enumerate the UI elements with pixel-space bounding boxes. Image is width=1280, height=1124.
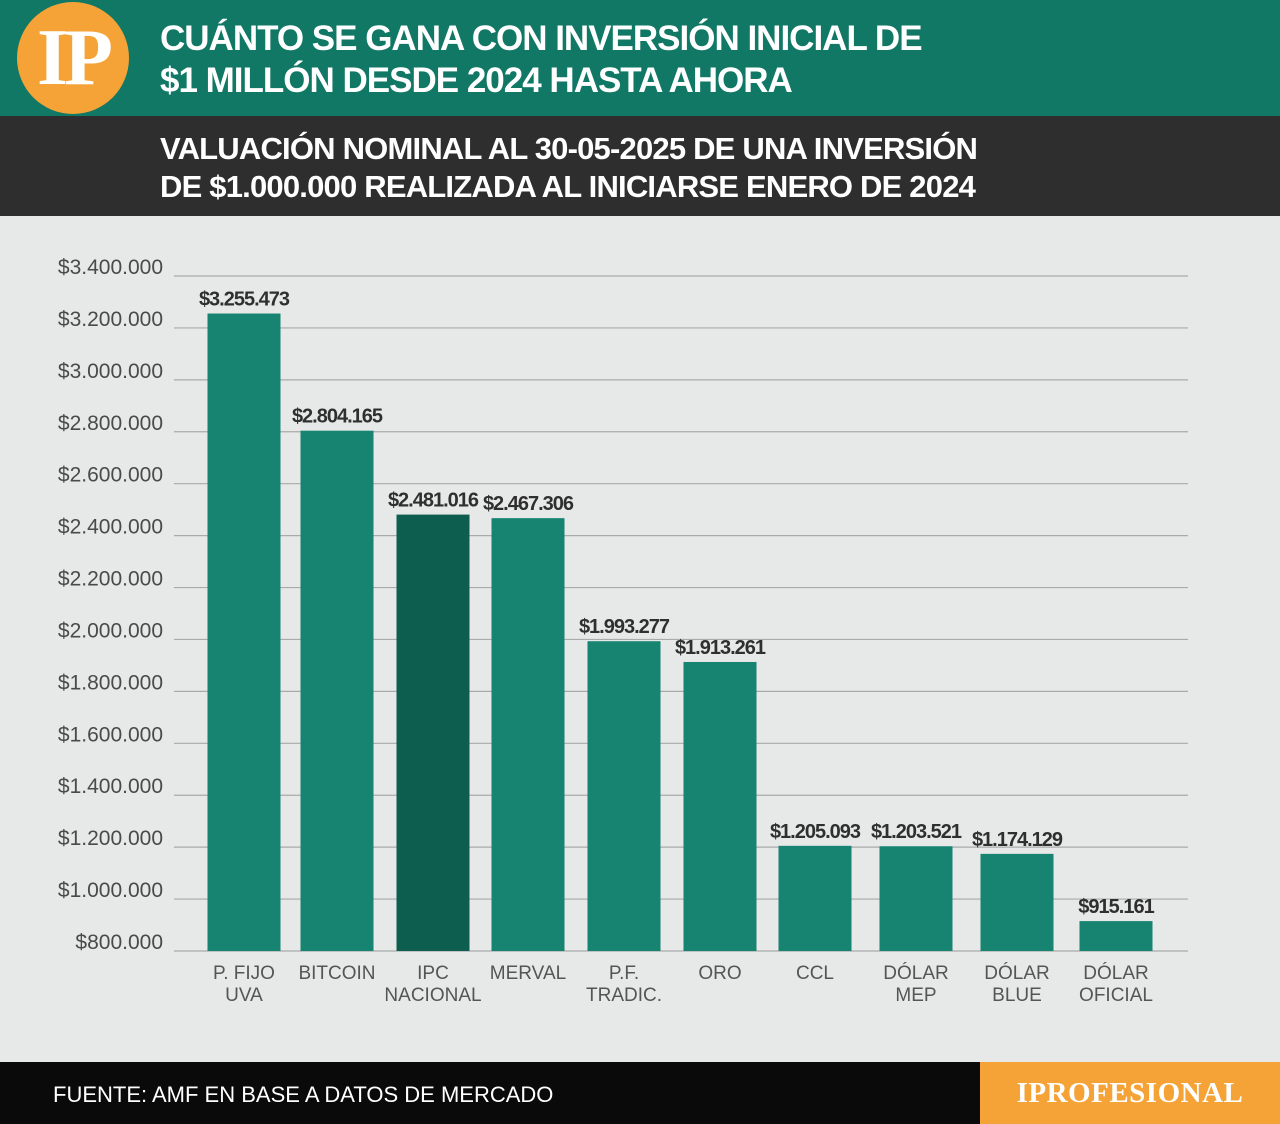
x-tick-label: BLUE xyxy=(992,985,1042,1006)
data-label: $2.467.306 xyxy=(483,493,574,515)
y-tick-label: $3.000.000 xyxy=(58,360,163,383)
data-label: $2.481.016 xyxy=(388,490,479,512)
x-tick-label: ORO xyxy=(698,963,741,984)
x-tick-label: DÓLAR xyxy=(1083,962,1148,984)
data-label: $1.993.277 xyxy=(579,616,670,638)
bar xyxy=(207,313,281,951)
data-label: $1.203.521 xyxy=(871,821,962,843)
data-label: $1.913.261 xyxy=(675,637,766,659)
y-tick-label: $3.400.000 xyxy=(58,256,163,279)
bar xyxy=(980,853,1054,951)
x-tick-label: TRADIC. xyxy=(586,985,662,1006)
x-tick-label: NACIONAL xyxy=(384,985,481,1006)
bar xyxy=(879,846,953,951)
bar xyxy=(396,514,470,951)
chart-subtitle: VALUACIÓN NOMINAL AL 30-05-2025 DE UNA I… xyxy=(160,130,1240,206)
y-tick-label: $2.200.000 xyxy=(58,568,163,591)
y-tick-label: $800.000 xyxy=(75,931,163,954)
x-tick-label: P. FIJO xyxy=(213,963,275,984)
x-tick-label: BITCOIN xyxy=(298,963,375,984)
x-tick-label: DÓLAR xyxy=(984,962,1049,984)
bar xyxy=(778,845,852,951)
bar xyxy=(300,430,374,951)
bar xyxy=(587,641,661,951)
header-bar: IP CUÁNTO SE GANA CON INVERSIÓN INICIAL … xyxy=(0,0,1280,116)
x-tick-label: P.F. xyxy=(609,963,639,984)
subtitle-bar: VALUACIÓN NOMINAL AL 30-05-2025 DE UNA I… xyxy=(0,116,1280,216)
x-tick-label: CCL xyxy=(796,963,834,984)
x-tick-label: IPC xyxy=(417,963,449,984)
x-tick-label: MEP xyxy=(895,985,936,1006)
footer-bar: FUENTE: AMF EN BASE A DATOS DE MERCADO I… xyxy=(0,1062,1280,1124)
y-tick-label: $2.800.000 xyxy=(58,412,163,435)
data-label: $1.205.093 xyxy=(770,821,861,843)
y-tick-label: $2.000.000 xyxy=(58,619,163,642)
source-note: FUENTE: AMF EN BASE A DATOS DE MERCADO xyxy=(53,1082,554,1107)
brand-logo: IPROFESIONAL xyxy=(980,1062,1280,1124)
title-line-1: CUÁNTO SE GANA CON INVERSIÓN INICIAL DE xyxy=(160,19,923,58)
ip-logo: IP xyxy=(17,2,129,114)
bar xyxy=(683,661,757,951)
y-tick-label: $1.200.000 xyxy=(58,827,163,850)
x-tick-label: OFICIAL xyxy=(1079,985,1153,1006)
y-tick-label: $3.200.000 xyxy=(58,308,163,331)
data-label: $3.255.473 xyxy=(199,289,290,311)
bar xyxy=(491,518,565,951)
x-tick-label: MERVAL xyxy=(490,963,566,984)
data-label: $2.804.165 xyxy=(292,406,383,428)
data-label: $915.161 xyxy=(1078,896,1154,918)
bar-chart: $800.000 $1.000.000 $1.200.000 $1.400.000 $1… xyxy=(0,216,1280,1062)
y-tick-label: $1.000.000 xyxy=(58,879,163,902)
subtitle-line-2: DE $1.000.000 REALIZADA AL INICIARSE ENE… xyxy=(160,169,976,204)
y-tick-label: $1.600.000 xyxy=(58,723,163,746)
data-label: $1.174.129 xyxy=(972,829,1063,851)
chart-svg: $800.000 $1.000.000 $1.200.000 $1.400.000 $1… xyxy=(58,256,1188,1006)
page-title: CUÁNTO SE GANA CON INVERSIÓN INICIAL DE … xyxy=(160,18,1240,102)
bar xyxy=(1079,921,1153,951)
y-tick-label: $2.400.000 xyxy=(58,516,163,539)
y-tick-label: $1.400.000 xyxy=(58,775,163,798)
x-tick-label: DÓLAR xyxy=(883,962,948,984)
y-tick-label: $2.600.000 xyxy=(58,464,163,487)
title-line-2: $1 MILLÓN DESDE 2024 HASTA AHORA xyxy=(160,61,793,100)
subtitle-line-1: VALUACIÓN NOMINAL AL 30-05-2025 DE UNA I… xyxy=(160,131,978,166)
x-tick-label: UVA xyxy=(225,985,263,1006)
y-tick-label: $1.800.000 xyxy=(58,671,163,694)
